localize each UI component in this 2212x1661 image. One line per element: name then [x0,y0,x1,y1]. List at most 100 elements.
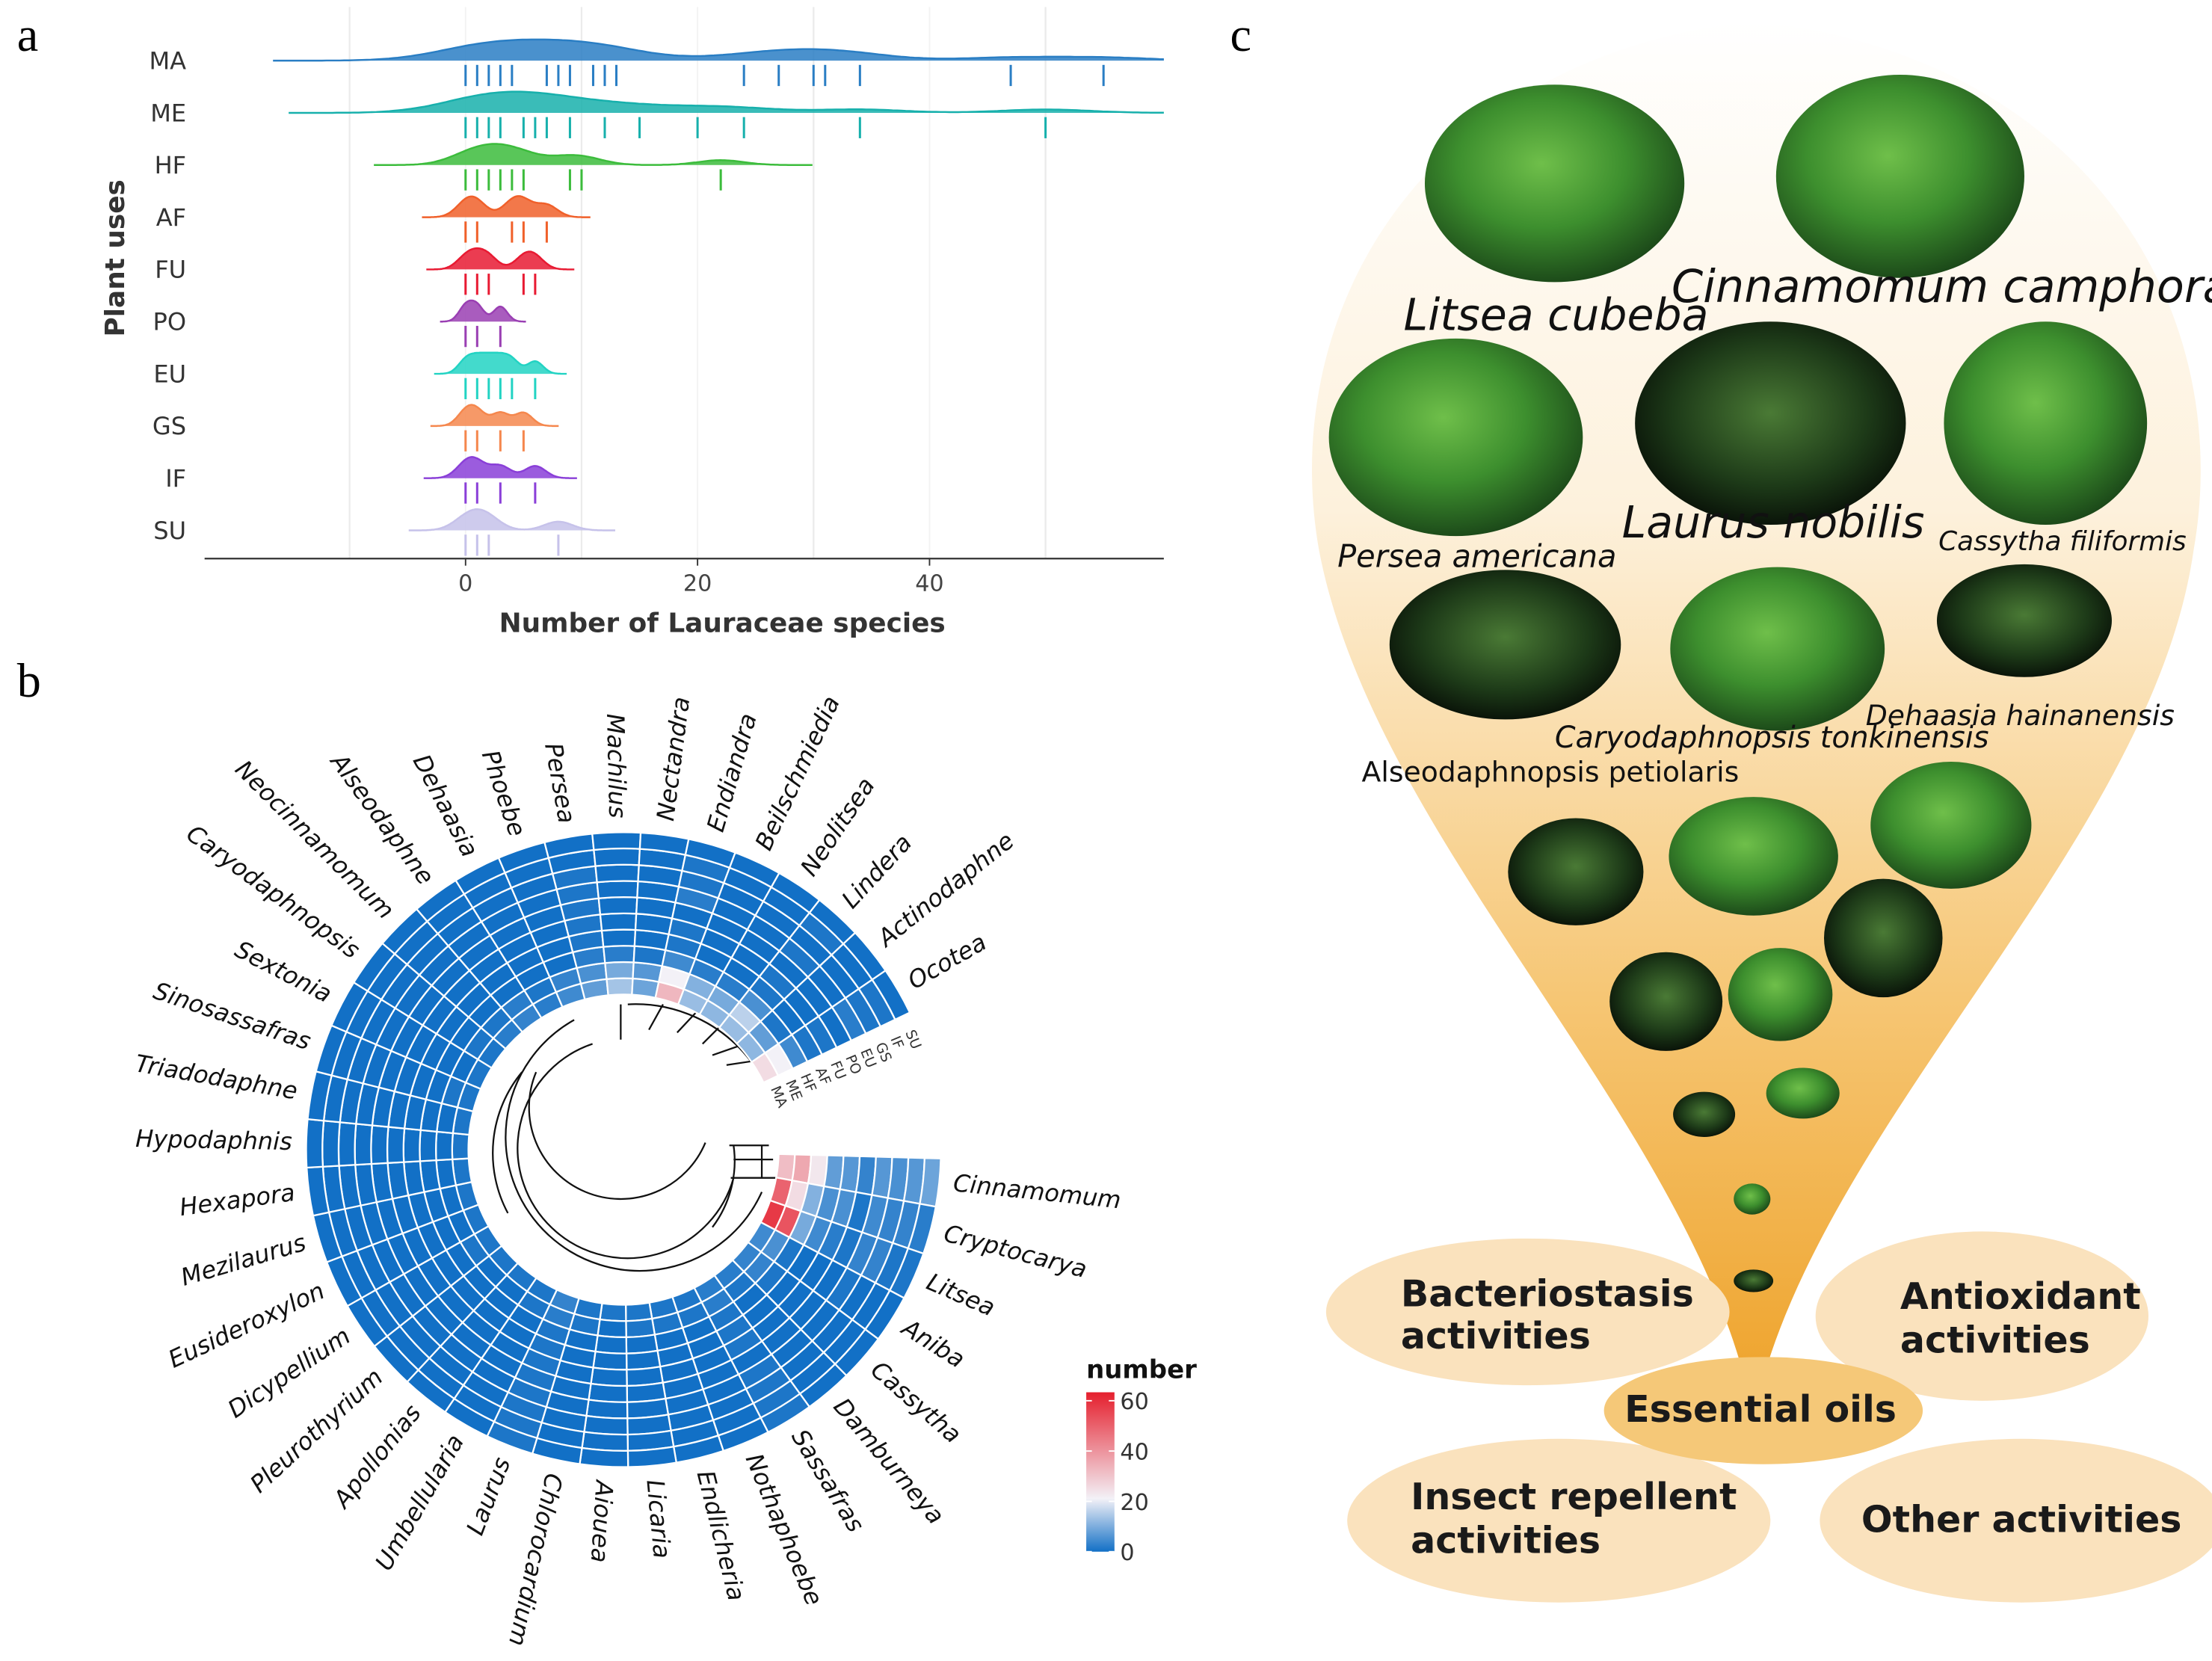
photo [1424,84,1685,283]
heat-cell [594,863,640,884]
species-label: Cinnamomum camphora [1672,261,2212,313]
heat-cell [596,880,639,900]
photo [1669,797,1838,916]
column-label: IF [887,1034,907,1052]
density-line [434,351,567,375]
activity-label: Other activities [1861,1497,2182,1541]
density-line [374,143,813,167]
heat-cell [354,1123,374,1166]
heat-cell [435,1130,455,1162]
row-label: Sextonia [230,935,336,1008]
photo [1775,75,2024,278]
colorbar-tick-label: 60 [1120,1389,1148,1415]
panel-label: a [17,8,38,61]
density-area [374,144,813,165]
y-tick-label: MA [150,46,187,75]
species-label: Alseodaphnopsis petiolaris [1362,755,1740,788]
row-label: Cinnamomum [952,1168,1122,1214]
activity-label: Bacteriostasis [1401,1272,1694,1315]
heat-cell [305,1118,325,1169]
row-label: Aniba [896,1313,970,1374]
density-area [422,196,591,218]
heat-cell [624,1301,653,1322]
colorbar-title: number [1086,1355,1197,1385]
dendrogram-branch [729,1144,779,1179]
heat-cell [402,1127,422,1163]
density-line [440,299,526,323]
dendrogram-branch [505,1019,763,1272]
dendrogram-branch [528,1071,706,1201]
row-label: Endlicheria [691,1467,751,1603]
dendrogram [492,1003,779,1272]
heat-cell [386,1126,406,1165]
row-label: Phoebe [476,747,532,840]
row-label: Caryodaphnopsis [181,819,365,964]
photo [1944,321,2148,525]
dendrogram-branch [492,1071,523,1214]
dendrogram-branch [627,1003,751,1061]
density-line [422,195,591,218]
panel-label: c [1230,8,1251,61]
y-tick-label: AF [156,203,186,232]
heat-cell [583,1414,629,1436]
activity-bubble [1347,1438,1771,1603]
row-label: Triadodaphne [133,1049,300,1105]
row-label: Chlorocardium [503,1471,568,1649]
photo [1389,570,1621,720]
density-area [434,352,567,375]
row-label: Neocinnamomum [229,754,400,924]
heat-cell [602,945,636,964]
row-label: Litsea [922,1267,999,1322]
dendrogram-branch [712,1145,736,1228]
row-label: Aiouea [585,1478,619,1563]
center-label: Essential oils [1624,1387,1897,1431]
heat-cell [597,1318,627,1339]
density-area [273,39,1164,61]
infographic-panel: Litsea cubeba Cinnamomum camphora Persea… [1311,21,2212,1603]
y-tick-label: IF [165,464,186,493]
species-label: Cassytha filiformis [1938,526,2187,557]
activity-label: Antioxidant [1900,1275,2141,1318]
dendrogram-branch [620,1004,755,1066]
heat-cell [590,1366,628,1387]
heat-cell [606,977,634,996]
species-labels: Litsea cubeba Cinnamomum camphora Persea… [1337,261,2212,789]
heat-cell [585,1399,629,1420]
y-tick-label: GS [153,412,186,440]
photo [1670,567,1885,731]
heat-cell [419,1129,438,1162]
heat-cell [588,1382,629,1403]
y-tick-label: EU [153,360,186,388]
y-tick-label: ME [150,99,186,127]
y-axis-label: Plant uses [100,179,131,336]
species-label: Caryodaphnopsis tonkinensis [1555,721,1989,755]
density-area [426,248,575,270]
colorbar-tick-label: 20 [1120,1490,1148,1516]
photo [1609,952,1723,1051]
density-line [426,247,575,271]
density-area [408,509,615,531]
heat-cell [599,912,638,932]
colorbar-tick-label: 40 [1120,1439,1148,1465]
row-label: Lindera [836,828,917,913]
heat-cell [599,1302,627,1322]
row-label: Machilus [601,713,632,819]
photo [1328,338,1583,537]
photo [1508,818,1644,925]
heat-cell [625,1317,656,1339]
row-label: Licaria [641,1479,676,1560]
x-axis-label: Number of Lauraceae species [499,608,946,638]
row-label: Laurus [460,1453,516,1539]
ridgeline-panel: Plant uses Number of Lauraceae species 0… [100,7,1164,638]
heat-cell [370,1124,389,1165]
row-label: Cryptocarya [941,1218,1090,1284]
heat-cell [337,1121,357,1167]
colorbar [1086,1392,1115,1552]
activities: Bacteriostasis activities Antioxidant ac… [1325,1231,2212,1603]
row-label: Persea [539,741,581,825]
density-line [430,404,559,428]
species-label: Persea americana [1337,538,1616,575]
photo [1673,1091,1736,1137]
